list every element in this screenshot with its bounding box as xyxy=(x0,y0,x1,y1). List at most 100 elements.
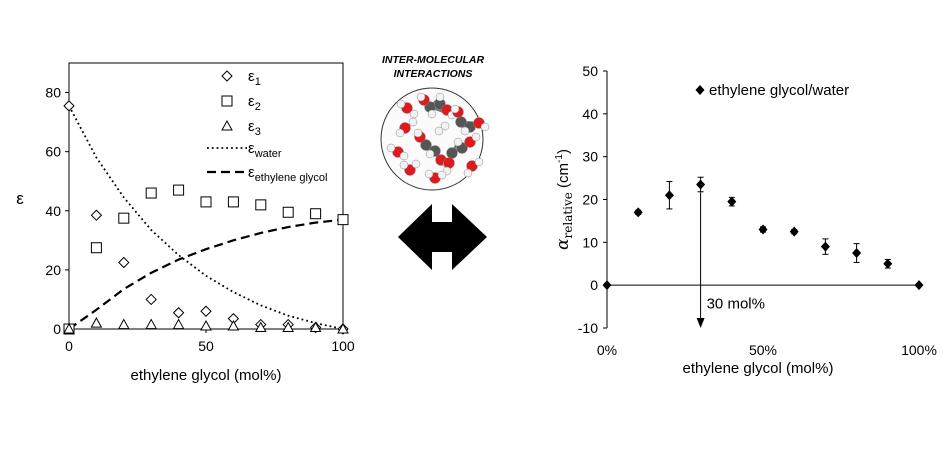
series-point-triangle xyxy=(200,320,212,331)
series-point-diamond xyxy=(200,305,212,317)
left-markers xyxy=(63,100,349,335)
series-point-triangle xyxy=(172,318,185,330)
oxygen-atom xyxy=(443,157,455,169)
left-x-tick-label: 100 xyxy=(331,338,355,354)
series-point-square xyxy=(145,187,157,199)
hydrogen-atom xyxy=(440,121,450,131)
data-point xyxy=(727,196,737,207)
hydrogen-atom xyxy=(460,126,470,136)
center-title-line1: INTER-MOLECULAR xyxy=(382,54,484,66)
series-point-square xyxy=(173,184,185,196)
legend-marker-filled-diamond xyxy=(695,85,705,95)
data-point xyxy=(664,190,674,201)
legend-label-base: ε xyxy=(248,68,255,85)
legend-label-subscript: ethylene glycol xyxy=(255,172,328,184)
series-line-water xyxy=(68,105,344,330)
series-point-diamond xyxy=(145,293,157,306)
series-point-square xyxy=(118,212,130,224)
annotation-arrowhead xyxy=(696,318,705,328)
series-point-triangle xyxy=(254,321,267,333)
series-point-triangle xyxy=(227,320,240,331)
legend-label-subscript: water xyxy=(254,148,282,160)
right-y-tick-label: 0 xyxy=(590,277,598,293)
right-y-tick-label: 30 xyxy=(582,149,598,165)
legend-marker-square xyxy=(221,95,233,107)
series-point-square xyxy=(227,196,239,208)
series-point-diamond xyxy=(90,209,103,221)
legend-label-subscript: 3 xyxy=(255,126,261,138)
series-point-diamond xyxy=(118,256,130,269)
series-point-diamond xyxy=(63,100,75,112)
series-point-square xyxy=(200,196,212,208)
legend-marker-triangle xyxy=(221,119,233,131)
left-y-tick-label: 0 xyxy=(53,321,61,337)
data-point xyxy=(696,179,706,190)
hydrogen-atom xyxy=(411,159,421,169)
left-x-tick-label: 50 xyxy=(198,338,214,354)
right-y-tick-label: -10 xyxy=(578,320,598,336)
annotation-label: 30 mol% xyxy=(707,296,765,313)
data-point xyxy=(883,258,893,269)
hydrogen-atom xyxy=(463,168,473,178)
series-point-square xyxy=(255,199,267,211)
left-x-axis-label: ethylene glycol (mol%) xyxy=(131,367,282,384)
hydrogen-atom xyxy=(437,170,447,180)
series-point-triangle xyxy=(309,321,322,333)
legend-marker-diamond xyxy=(221,70,233,82)
series-line-ethylene-glycol xyxy=(68,218,344,330)
hydrogen-atom xyxy=(408,117,418,127)
legend-label-subscript: 2 xyxy=(255,101,261,113)
legend-label-base: ε xyxy=(248,93,255,110)
series-point-square xyxy=(310,208,322,220)
hydrogen-atom xyxy=(399,151,409,161)
right-annotation: 30 mol% xyxy=(696,192,765,328)
right-x-tick-label: 0% xyxy=(597,342,617,358)
legend-label: εwater xyxy=(248,140,282,160)
right-markers xyxy=(602,176,924,291)
data-point xyxy=(789,226,799,237)
right-axes: -10 0 10 20 30 40 50 0% 50% 100% xyxy=(578,63,937,358)
hydrogen-atom xyxy=(425,149,435,159)
legend-label: ε1 xyxy=(248,68,261,88)
legend-label: ε2 xyxy=(248,93,261,113)
ylabel-subscript: relative xyxy=(561,192,575,238)
legend-label-base: ε xyxy=(248,118,255,135)
alpha-symbol: α xyxy=(553,238,573,250)
hydrogen-atom xyxy=(409,109,419,119)
left-y-tick-label: 60 xyxy=(45,144,61,160)
hydrogen-atom xyxy=(434,126,444,136)
hydrogen-atom xyxy=(450,104,460,114)
right-y-tick-label: 10 xyxy=(582,234,598,250)
hydrogen-atom xyxy=(453,137,463,147)
center-title-line2: INTERACTIONS xyxy=(394,68,473,80)
right-x-axis-label: ethylene glycol (mol%) xyxy=(683,360,834,377)
series-point-triangle xyxy=(63,322,75,334)
left-plot-area xyxy=(68,62,344,330)
right-y-axis-label: αrelative (cm-1) xyxy=(553,149,575,250)
interactions-illustration: INTER-MOLECULAR INTERACTIONS xyxy=(380,54,490,270)
left-y-tick-label: 40 xyxy=(45,203,61,219)
legend-label-base: ε xyxy=(248,140,255,157)
hydrogen-atom xyxy=(399,160,409,170)
data-point xyxy=(914,280,924,291)
series-point-square xyxy=(337,214,349,226)
data-point xyxy=(758,224,768,235)
left-y-axis-label: ε xyxy=(16,189,24,208)
hydrogen-atom xyxy=(424,169,434,179)
oxygen-atom xyxy=(466,160,478,172)
hydrogen-atom xyxy=(413,128,423,138)
ylabel-close: ) xyxy=(555,149,572,154)
hydrogen-atom xyxy=(474,157,484,167)
hydrogen-atom xyxy=(427,109,437,119)
absorption-chart: -10 0 10 20 30 40 50 0% 50% 100% 30 mol% ethylene… xyxy=(553,63,937,377)
left-axes: 0 20 40 60 80 0 50 100 xyxy=(45,85,354,354)
left-y-tick-label: 20 xyxy=(45,262,61,278)
hydrogen-atom xyxy=(396,99,406,109)
molecule-cluster xyxy=(386,92,490,184)
left-y-tick-label: 80 xyxy=(45,85,61,101)
legend-label: ε3 xyxy=(248,118,261,138)
legend-label-subscript: 1 xyxy=(255,76,261,88)
series-point-diamond xyxy=(172,307,185,319)
series-point-triangle xyxy=(337,322,349,334)
